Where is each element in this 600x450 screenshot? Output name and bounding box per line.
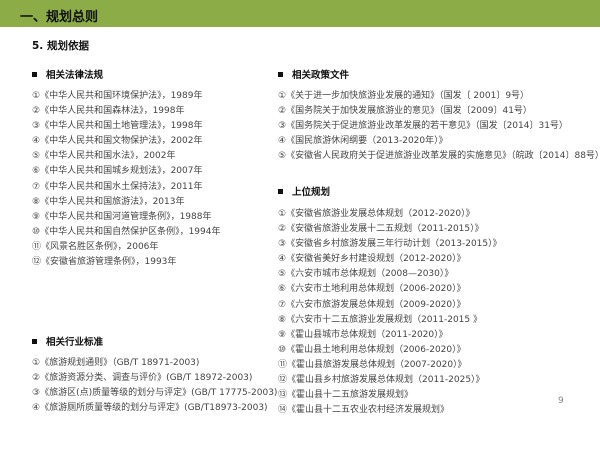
section-subtitle: 5. 规划依据 bbox=[32, 40, 89, 52]
list-item: ②《安徽省旅游业发展十二五规划（2011-2015）》 bbox=[278, 224, 484, 235]
standards-heading: 相关行业标准 bbox=[32, 334, 103, 348]
list-item: ①《中华人民共和国环境保护法》，1989年 bbox=[32, 91, 203, 101]
list-item: ③《中华人民共和国土地管理法》，1998年 bbox=[32, 121, 203, 132]
policies-list: ①《关于进一步加快旅游业发展的通知》（国发〔 2001〕9号） ②《国务院关于加快… bbox=[278, 89, 600, 164]
square-bullet-icon bbox=[278, 189, 283, 194]
square-bullet-icon bbox=[32, 339, 37, 344]
list-item: ⑨《中华人民共和国河道管理条例》，1988年 bbox=[32, 211, 212, 222]
list-item: ③《国务院关于促进旅游业改革发展的若干意见》（国发〔2014〕31号） bbox=[278, 121, 568, 132]
header-bar: 一、规划总则 bbox=[0, 0, 600, 27]
list-item: ⑭《霍山县十二五农业农村经济发展规划》 bbox=[278, 405, 450, 416]
list-item: ①《安徽省旅游业发展总体规划（2012-2020）》 bbox=[278, 209, 475, 219]
list-item: ②《旅游资源分类、调查与评价》(GB/T 18972-2003) bbox=[32, 373, 253, 384]
list-item: ④《国民旅游休闲纲要（2013-2020年）》 bbox=[278, 136, 448, 147]
list-item: ⑬《霍山县十二五旅游发展规划》 bbox=[278, 390, 414, 401]
list-item: ③《安徽省乡村旅游发展三年行动计划（2013-2015）》 bbox=[278, 239, 502, 250]
list-item: ⑤《安徽省人民政府关于促进旅游业改革发展的实施意见》（皖政〔2014〕88号） bbox=[278, 151, 600, 162]
list-item: ⑨《霍山县城市总体规划（2011-2020）》 bbox=[278, 329, 448, 340]
list-item: ⑦《中华人民共和国水土保持法》，2011年 bbox=[32, 181, 203, 192]
list-item: ⑩《中华人民共和国自然保护区条例》，1994年 bbox=[32, 226, 221, 237]
policies-heading: 相关政策文件 bbox=[278, 67, 349, 81]
list-item: ②《国务院关于加快发展旅游业的意见》（国发〔2009〕41号） bbox=[278, 106, 532, 117]
plans-heading: 上位规划 bbox=[278, 184, 330, 198]
laws-list: ①《中华人民共和国环境保护法》，1989年 ②《中华人民共和国森林法》，1998年… bbox=[32, 89, 220, 270]
list-item: ⑪《霍山县旅游发展总体规划（2007-2020）》 bbox=[278, 359, 467, 370]
list-item: ⑧《六安市十二五旅游业发展规划（2011-2015 》 bbox=[278, 314, 482, 325]
square-bullet-icon bbox=[32, 72, 37, 77]
list-item: ⑦《六安市旅游发展总体规划（2009-2020）》 bbox=[278, 299, 466, 310]
list-item: ③《旅游区(点)质量等级的划分与评定》(GB/T 17775-2003) bbox=[32, 388, 278, 399]
list-item: ⑫《安徽省旅游管理条例》，1993年 bbox=[32, 257, 177, 268]
list-item: ⑫《霍山县乡村旅游发展总体规划（2011-2025）》 bbox=[278, 375, 485, 386]
list-item: ⑥《中华人民共和国城乡规划法》，2007年 bbox=[32, 166, 203, 177]
list-item: ⑪《风景名胜区条例》，2006年 bbox=[32, 241, 159, 252]
page-number: 9 bbox=[558, 396, 564, 406]
list-item: ④《中华人民共和国文物保护法》，2002年 bbox=[32, 136, 203, 147]
list-item: ①《旅游规划通则》（GB/T 18971-2003) bbox=[32, 358, 200, 368]
list-item: ⑧《中华人民共和国旅游法》，2013年 bbox=[32, 196, 185, 207]
square-bullet-icon bbox=[278, 72, 283, 77]
list-item: ④《旅游厕所质量等级的划分与评定》(GB/T18973-2003) bbox=[32, 403, 268, 414]
list-item: ①《关于进一步加快旅游业发展的通知》（国发〔 2001〕9号） bbox=[278, 91, 530, 101]
list-item: ⑤《六安市城市总体规划（2008—2030）》 bbox=[278, 269, 454, 280]
list-item: ④《安徽省美好乡村建设规划（2012-2020）》 bbox=[278, 254, 466, 265]
list-item: ⑤《中华人民共和国水法》，2002年 bbox=[32, 151, 176, 162]
standards-list: ①《旅游规划通则》（GB/T 18971-2003) ②《旅游资源分类、调查与评价… bbox=[32, 356, 277, 416]
laws-heading: 相关法律法规 bbox=[32, 67, 103, 81]
list-item: ②《中华人民共和国森林法》，1998年 bbox=[32, 106, 185, 117]
page-title: 一、规划总则 bbox=[20, 10, 99, 25]
plans-list: ①《安徽省旅游业发展总体规划（2012-2020）》 ②《安徽省旅游业发展十二五规… bbox=[278, 207, 502, 418]
list-item: ⑩《霍山县土地利用总体规划（2006-2020）》 bbox=[278, 344, 466, 355]
list-item: ⑥《六安市土地利用总体规划（2006-2020）》 bbox=[278, 284, 466, 295]
